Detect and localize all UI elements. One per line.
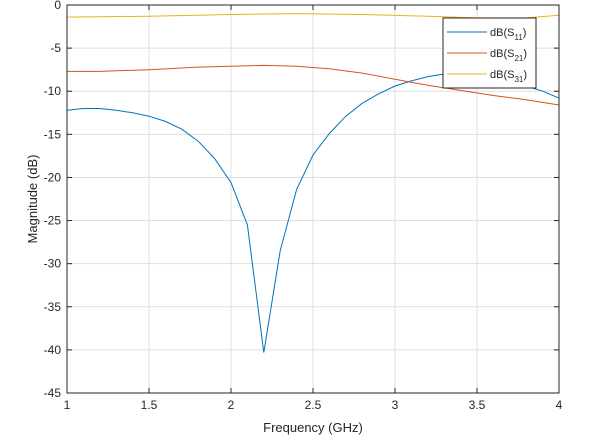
x-tick-label: 3.5: [469, 398, 486, 412]
x-tick-label: 4: [556, 398, 563, 412]
x-tick-label: 1: [64, 398, 71, 412]
x-tick-label: 2.5: [305, 398, 322, 412]
y-tick-label: 0: [54, 0, 61, 12]
y-tick-label: -30: [44, 257, 62, 271]
legend-label: dB(S11): [490, 27, 526, 42]
x-tick-label: 3: [392, 398, 399, 412]
y-tick-label: -25: [44, 214, 62, 228]
x-axis-label: Frequency (GHz): [263, 420, 363, 435]
legend-label: dB(S21): [490, 48, 527, 63]
y-tick-label: -45: [44, 386, 62, 400]
y-tick-label: -15: [44, 127, 62, 141]
axes-box: [66, 4, 560, 394]
y-tick-label: -20: [44, 170, 62, 184]
legend: dB(S11) dB(S21) dB(S31): [442, 17, 537, 89]
y-tick-label: -40: [44, 343, 62, 357]
y-axis-label: Magnitude (dB): [25, 155, 40, 244]
y-tick-label: -10: [44, 84, 62, 98]
x-tick-label: 1.5: [141, 398, 158, 412]
y-tick-label: -35: [44, 300, 62, 314]
x-tick-label: 2: [228, 398, 235, 412]
y-tick-label: -5: [50, 41, 61, 55]
series-line-21: [67, 64, 560, 106]
legend-label: dB(S31): [490, 69, 527, 84]
